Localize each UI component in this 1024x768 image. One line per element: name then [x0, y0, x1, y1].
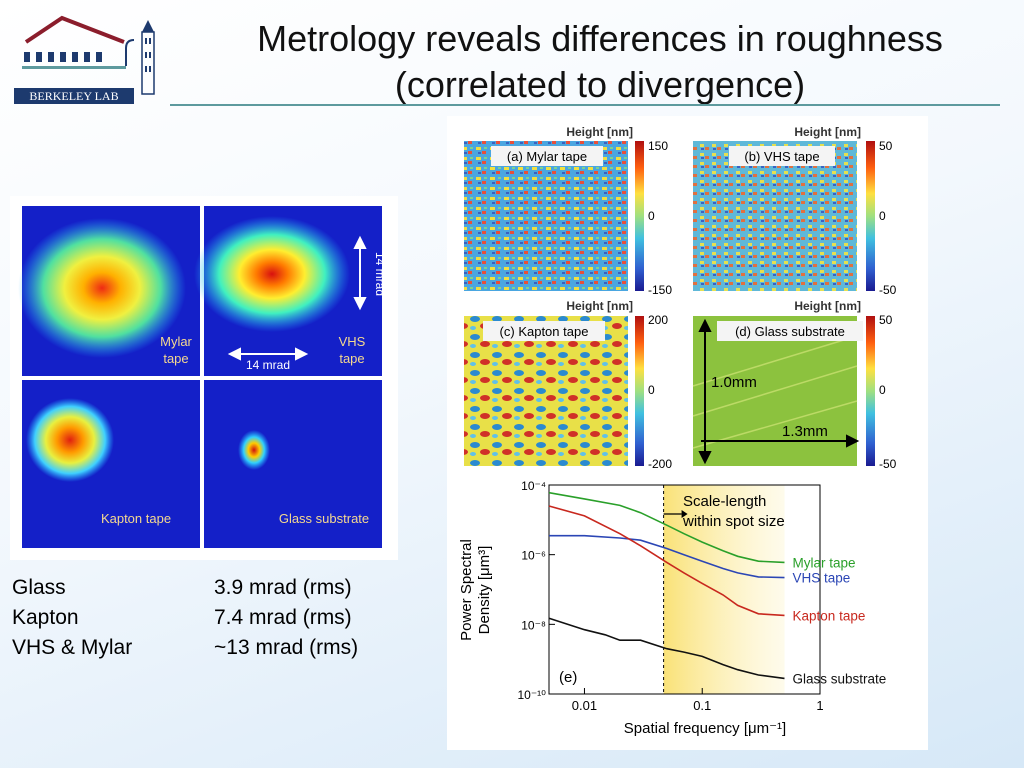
beam-label-mylar: Mylar tape [160, 334, 192, 366]
svg-text:-200: -200 [648, 457, 672, 471]
y-tick-label: 10⁻⁸ [521, 618, 546, 632]
psd-panel-label: (e) [559, 669, 577, 686]
scale-label-horizontal: 14 mrad [246, 358, 290, 372]
colorbar-c [635, 316, 644, 466]
svg-text:150: 150 [648, 139, 668, 153]
beam-label-vhs: VHS tape [339, 334, 366, 366]
y-tick-label: 10⁻⁶ [521, 549, 546, 563]
svg-text:-50: -50 [879, 457, 897, 471]
svg-text:0: 0 [879, 383, 886, 397]
svg-text:0: 0 [879, 209, 886, 223]
psd-series-vhs-tape [549, 534, 785, 579]
psd-legend-glass-substrate: Glass substrate [793, 671, 887, 686]
scale-arrows [227, 235, 367, 361]
slide-title: Metrology reveals differences in roughne… [200, 16, 1000, 108]
dimension-horizontal: 1.3mm [782, 423, 828, 440]
colorbar-title-a: Height [nm] [566, 125, 633, 139]
vhs-beam-spot [194, 216, 350, 332]
beam-label-glass: Glass substrate [279, 511, 369, 526]
svg-text:50: 50 [879, 139, 893, 153]
berkeley-lab-logo: BERKELEY LAB [14, 8, 174, 108]
title-line-1: Metrology reveals differences in roughne… [257, 18, 943, 59]
dimension-arrows [698, 318, 860, 465]
psd-legend-kapton-tape: Kapton tape [793, 608, 866, 623]
svg-text:200: 200 [648, 313, 668, 327]
colorbar-title-d: Height [nm] [794, 299, 861, 313]
psd-ylabel-line1: Power Spectral [458, 539, 475, 641]
colorbar-title-b: Height [nm] [794, 125, 861, 139]
title-line-2: (correlated to divergence) [394, 64, 806, 105]
psd-axes-frame [548, 484, 821, 695]
scale-length-annotation: Scale-length [683, 493, 766, 510]
svg-text:-50: -50 [879, 283, 897, 297]
stat-material-kapton: Kapton [12, 606, 79, 629]
stat-material-vhs-mylar: VHS & Mylar [12, 636, 133, 659]
psd-series-kapton-tape [548, 505, 785, 617]
beam-label-kapton: Kapton tape [101, 511, 171, 526]
mylar-beam-spot [18, 218, 186, 358]
scale-length-region [663, 485, 785, 694]
colorbar-title-c: Height [nm] [566, 299, 633, 313]
stat-value-vhs-mylar: ~13 mrad (rms) [214, 636, 359, 659]
title-divider [170, 104, 1000, 106]
svg-text:BERKELEY LAB: BERKELEY LAB [29, 89, 118, 103]
stat-value-glass: 3.9 mrad (rms) [214, 576, 352, 599]
svg-text:0: 0 [648, 209, 655, 223]
map-label-kapton: (c) Kapton tape [500, 324, 589, 339]
y-tick-label: 10⁻¹⁰ [518, 688, 547, 702]
colorbar-a [635, 141, 644, 291]
scale-label-vertical: 14 mrad [373, 252, 387, 296]
x-tick-label: 0.01 [572, 698, 597, 713]
svg-text:50: 50 [879, 313, 893, 327]
map-label-mylar: (a) Mylar tape [507, 149, 587, 164]
x-tick-label: 0.1 [693, 698, 711, 713]
map-label-vhs: (b) VHS tape [744, 149, 819, 164]
beam-divergence-figure: Mylar tape VHS tape Kapton tape Glass subs… [10, 196, 398, 560]
psd-legend-mylar-tape: Mylar tape [793, 555, 856, 570]
stat-value-kapton: 7.4 mrad (rms) [214, 606, 352, 629]
map-label-glass: (d) Glass substrate [735, 324, 845, 339]
scale-length-annotation-2: within spot size [682, 513, 785, 530]
psd-legend-vhs-tape: VHS tape [793, 571, 851, 586]
dimension-vertical: 1.0mm [711, 374, 757, 391]
colorbar-d [866, 316, 875, 466]
psd-ylabel-line2: Density [μm³] [476, 546, 493, 635]
psd-series-mylar-tape [548, 491, 785, 564]
y-tick-label: 10⁻⁴ [521, 479, 546, 493]
svg-text:-150: -150 [648, 283, 672, 297]
svg-text:0: 0 [648, 383, 655, 397]
colorbar-b [866, 141, 875, 291]
psd-series-glass-substrate [548, 617, 785, 680]
glass-beam-spot [238, 430, 270, 470]
x-tick-label: 1 [816, 698, 823, 713]
psd-xlabel: Spatial frequency [μm⁻¹] [624, 720, 786, 737]
kapton-beam-spot [26, 398, 114, 482]
annotation-arrowhead [681, 510, 688, 518]
stat-material-glass: Glass [12, 576, 66, 599]
roughness-figure: Height [nm] Height [nm] Height [nm] Heig… [447, 116, 928, 750]
